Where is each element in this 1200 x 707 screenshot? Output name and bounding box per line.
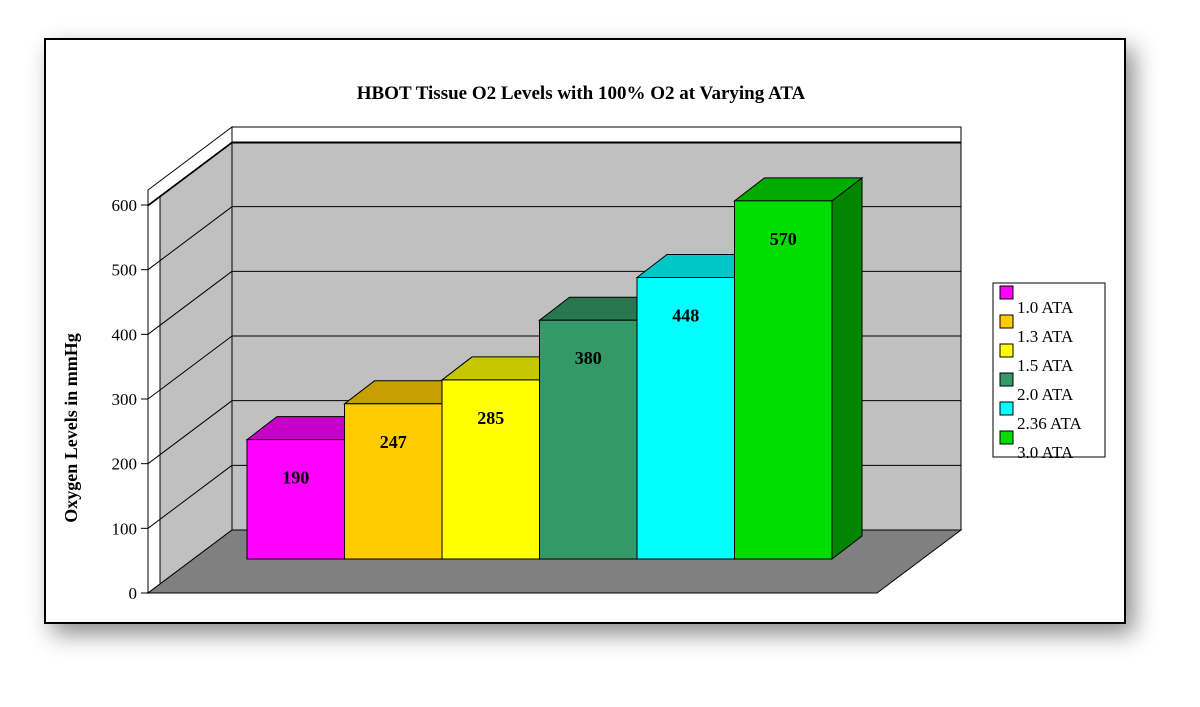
gridline-side — [147, 141, 233, 206]
gridline-side — [147, 270, 233, 335]
bar — [539, 319, 638, 560]
legend-label: 2.36 ATA — [1017, 414, 1082, 433]
chart-title: HBOT Tissue O2 Levels with 100% O2 at Va… — [357, 83, 806, 104]
legend-swatch — [999, 372, 1014, 387]
y-tick-label: 100 — [112, 519, 138, 538]
data-label: 247 — [380, 432, 407, 452]
legend-box — [992, 282, 1106, 458]
bar — [734, 200, 833, 560]
data-label: 448 — [672, 306, 699, 326]
legend-label: 1.3 ATA — [1017, 327, 1074, 346]
bar-group: 570 — [733, 176, 864, 561]
y-tick-label: 300 — [112, 390, 138, 409]
y-tick-label: 500 — [112, 261, 138, 280]
bar-side — [831, 176, 863, 561]
bar — [441, 379, 540, 560]
y-axis-label: Oxygen Levels in mmHg — [61, 333, 81, 523]
gridline-side — [147, 206, 233, 271]
legend-label: 2.0 ATA — [1017, 385, 1074, 404]
data-label: 285 — [477, 408, 504, 428]
legend-label: 3.0 ATA — [1017, 443, 1074, 462]
legend-label: 1.5 ATA — [1017, 356, 1074, 375]
bar — [636, 277, 735, 560]
data-label: 190 — [282, 468, 309, 488]
bar-group: 190 — [245, 415, 376, 561]
y-axis-ticks: 0 100 200 300 400 500 600 — [112, 196, 148, 603]
legend-label: 1.0 ATA — [1017, 298, 1074, 317]
back-wall-rim — [231, 126, 962, 144]
legend-swatch — [999, 401, 1014, 416]
y-tick-label: 400 — [112, 325, 138, 344]
legend-swatch — [999, 285, 1014, 300]
data-label: 570 — [770, 229, 797, 249]
legend-swatch — [999, 343, 1014, 358]
y-tick-label: 0 — [129, 584, 138, 603]
bars: 190 247 285 380 448 570 — [245, 176, 864, 561]
data-label: 380 — [575, 348, 602, 368]
gridline-side — [147, 400, 233, 465]
legend-swatch — [999, 430, 1014, 445]
legend: 1.0 ATA 1.3 ATA 1.5 ATA 2.0 ATA 2.36 ATA 3.0 … — [992, 282, 1106, 462]
bar — [344, 403, 443, 560]
y-tick-label: 600 — [112, 196, 138, 215]
bar — [246, 439, 345, 560]
gridline-side — [147, 464, 233, 529]
y-tick-label: 200 — [112, 455, 138, 474]
gridline-side — [147, 335, 233, 400]
legend-swatch — [999, 314, 1014, 329]
